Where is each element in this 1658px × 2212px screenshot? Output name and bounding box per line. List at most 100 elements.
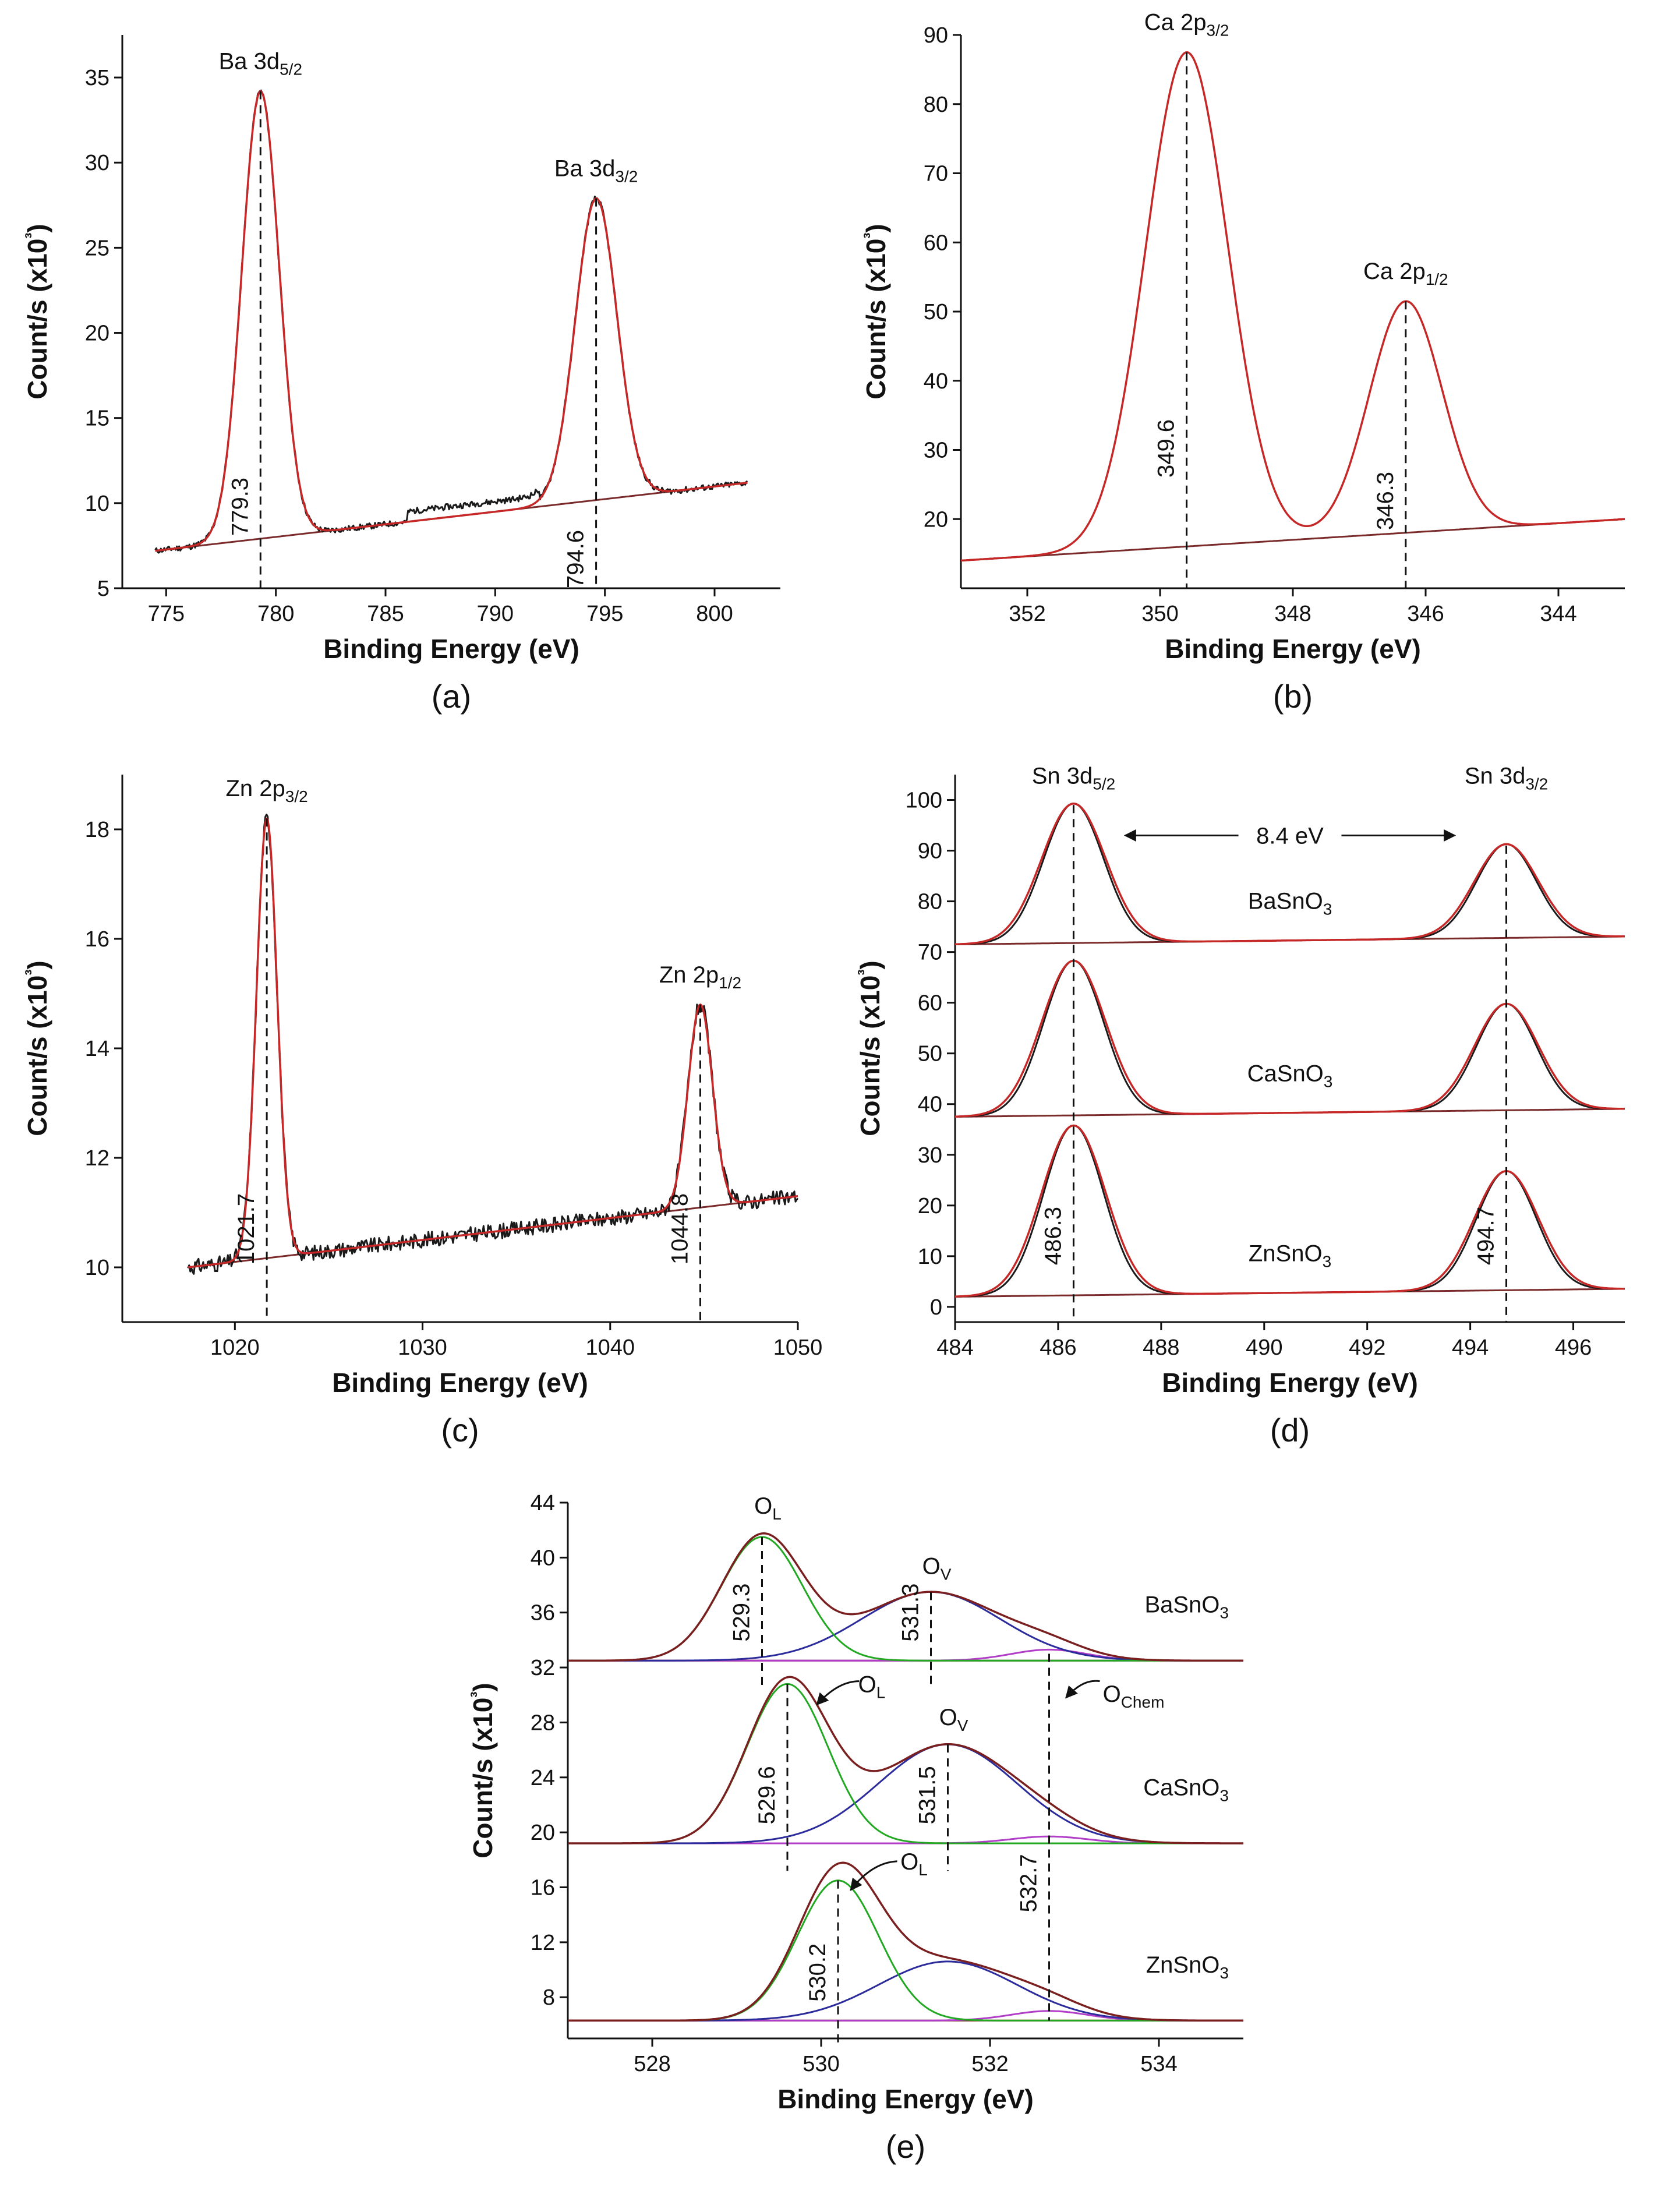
series-label: ZnSnO3 — [1146, 1952, 1229, 1982]
peak-label: Ca 2p3/2 — [1144, 10, 1229, 40]
y-tick-label: 80 — [924, 93, 948, 117]
peak-label: Sn 3d3/2 — [1465, 764, 1548, 793]
ol-label: OL — [754, 1493, 782, 1523]
y-tick-label: 40 — [918, 1093, 942, 1117]
y-tick-label: 40 — [531, 1546, 555, 1570]
peak-label: Ca 2p1/2 — [1363, 259, 1448, 288]
y-axis-label: Count/s (x10³) — [22, 960, 52, 1136]
x-tick-label: 486 — [1040, 1335, 1076, 1360]
y-axis-label: Count/s (x10³) — [861, 224, 891, 399]
x-tick-label: 1020 — [210, 1335, 260, 1360]
peak-position-label: 779.3 — [227, 478, 253, 536]
panel-caption: (b) — [1273, 678, 1313, 715]
fitted-envelope — [155, 90, 748, 552]
x-tick-label: 785 — [367, 602, 404, 626]
y-tick-label: 36 — [531, 1601, 555, 1626]
y-tick-label: 16 — [85, 927, 109, 952]
peak-position-label: 349.6 — [1154, 419, 1179, 478]
y-tick-label: 30 — [85, 151, 109, 175]
ol-component — [568, 1879, 1243, 2022]
series-label: BaSnO3 — [1144, 1592, 1229, 1622]
y-tick-label: 20 — [85, 321, 109, 346]
x-tick-label: 490 — [1246, 1335, 1282, 1360]
ochem-pointer-arrow — [1065, 1680, 1100, 1699]
y-tick-label: 20 — [531, 1821, 555, 1845]
x-tick-label: 790 — [477, 602, 514, 626]
panel-d-sn3d: 484 486 488 490 492 494 496 0 10 20 30 40 50 60 70 80 90… — [855, 764, 1625, 1448]
x-tick-label: 1050 — [773, 1335, 823, 1360]
y-tick-label: 25 — [85, 236, 109, 260]
ol-label: OL — [858, 1672, 886, 1702]
x-tick-label: 488 — [1143, 1335, 1179, 1360]
y-tick-label: 30 — [924, 439, 948, 463]
series-label: ZnSnO3 — [1249, 1241, 1331, 1271]
y-tick-label: 90 — [924, 23, 948, 48]
x-tick-label: 534 — [1140, 2052, 1177, 2076]
measured-spectrum — [960, 51, 1625, 561]
peak-position-label: 1044.8 — [667, 1193, 692, 1264]
ochem-component — [568, 1835, 1243, 1844]
peak-position-label: 494.7 — [1473, 1207, 1499, 1265]
y-tick-label: 32 — [531, 1656, 555, 1680]
y-tick-label: 10 — [85, 492, 109, 516]
panel-caption: (a) — [432, 678, 471, 715]
y-tick-label: 50 — [924, 300, 948, 324]
y-tick-label: 18 — [85, 818, 109, 842]
ochem-position-label: 532.7 — [1016, 1854, 1042, 1912]
series-label: BaSnO3 — [1248, 889, 1332, 918]
x-axis-label: Binding Energy (eV) — [323, 634, 579, 664]
series-label: CaSnO3 — [1143, 1775, 1229, 1804]
panel-caption: (e) — [886, 2128, 925, 2165]
peak-label: Sn 3d5/2 — [1032, 764, 1115, 793]
y-axis-label: Count/s (x10³) — [468, 1683, 498, 1858]
x-tick-label: 348 — [1274, 602, 1311, 626]
y-tick-label: 70 — [918, 941, 942, 965]
x-tick-label: 344 — [1540, 602, 1576, 626]
panel-c-zn2p: 1020 1030 1040 1050 10 12 14 16 18 Binding Energy… — [22, 775, 822, 1448]
ol-position-label: 530.2 — [805, 1944, 830, 2002]
fitted-envelope — [568, 1676, 1243, 1844]
y-tick-label: 30 — [918, 1143, 942, 1168]
y-tick-label: 40 — [924, 369, 948, 394]
y-axis-label: Count/s (x10³) — [855, 960, 885, 1136]
x-tick-label: 1040 — [586, 1335, 635, 1360]
y-tick-label: 80 — [918, 890, 942, 914]
panel-b-ca2p: 352 350 348 346 344 20 30 40 50 60 70 80 90 Binding E… — [861, 10, 1625, 715]
x-tick-label: 494 — [1452, 1335, 1489, 1360]
y-tick-label: 70 — [924, 162, 948, 186]
fitted-envelope — [188, 817, 798, 1268]
y-tick-label: 28 — [531, 1711, 555, 1735]
x-tick-label: 350 — [1141, 602, 1178, 626]
y-axis-label: Count/s (x10³) — [22, 224, 52, 399]
x-tick-label: 532 — [971, 2052, 1008, 2076]
y-tick-label: 60 — [918, 991, 942, 1016]
y-tick-label: 5 — [97, 577, 109, 601]
ol-label: OL — [900, 1849, 928, 1879]
x-tick-label: 352 — [1009, 602, 1045, 626]
peak-label: Ba 3d3/2 — [554, 156, 638, 186]
x-axis-label: Binding Energy (eV) — [1162, 1368, 1418, 1398]
series-label: CaSnO3 — [1247, 1061, 1333, 1091]
ov-label: OV — [922, 1554, 952, 1584]
ov-position-label: 531.5 — [915, 1766, 941, 1824]
panel-a-ba3d: 775 780 785 790 795 800 5 10 15 20 25 30 35 Binding E… — [22, 35, 780, 715]
x-tick-label: 775 — [148, 602, 185, 626]
y-tick-label: 20 — [924, 507, 948, 532]
ol-position-label: 529.3 — [729, 1584, 755, 1642]
y-tick-label: 0 — [930, 1295, 942, 1320]
fitted-envelope — [568, 1532, 1243, 1662]
y-tick-label: 35 — [85, 66, 109, 90]
peak-label: Zn 2p3/2 — [225, 776, 307, 805]
y-tick-label: 100 — [906, 789, 942, 813]
x-axis-label: Binding Energy (eV) — [777, 2084, 1034, 2114]
y-tick-label: 90 — [918, 839, 942, 864]
ol-position-label: 529.6 — [754, 1766, 780, 1824]
y-tick-label: 12 — [531, 1931, 555, 1955]
x-tick-label: 800 — [696, 602, 733, 626]
x-tick-label: 496 — [1555, 1335, 1592, 1360]
x-tick-label: 1030 — [398, 1335, 447, 1360]
x-axis-label: Binding Energy (eV) — [1165, 634, 1421, 664]
panel-caption: (c) — [441, 1412, 479, 1448]
y-tick-label: 20 — [918, 1194, 942, 1218]
